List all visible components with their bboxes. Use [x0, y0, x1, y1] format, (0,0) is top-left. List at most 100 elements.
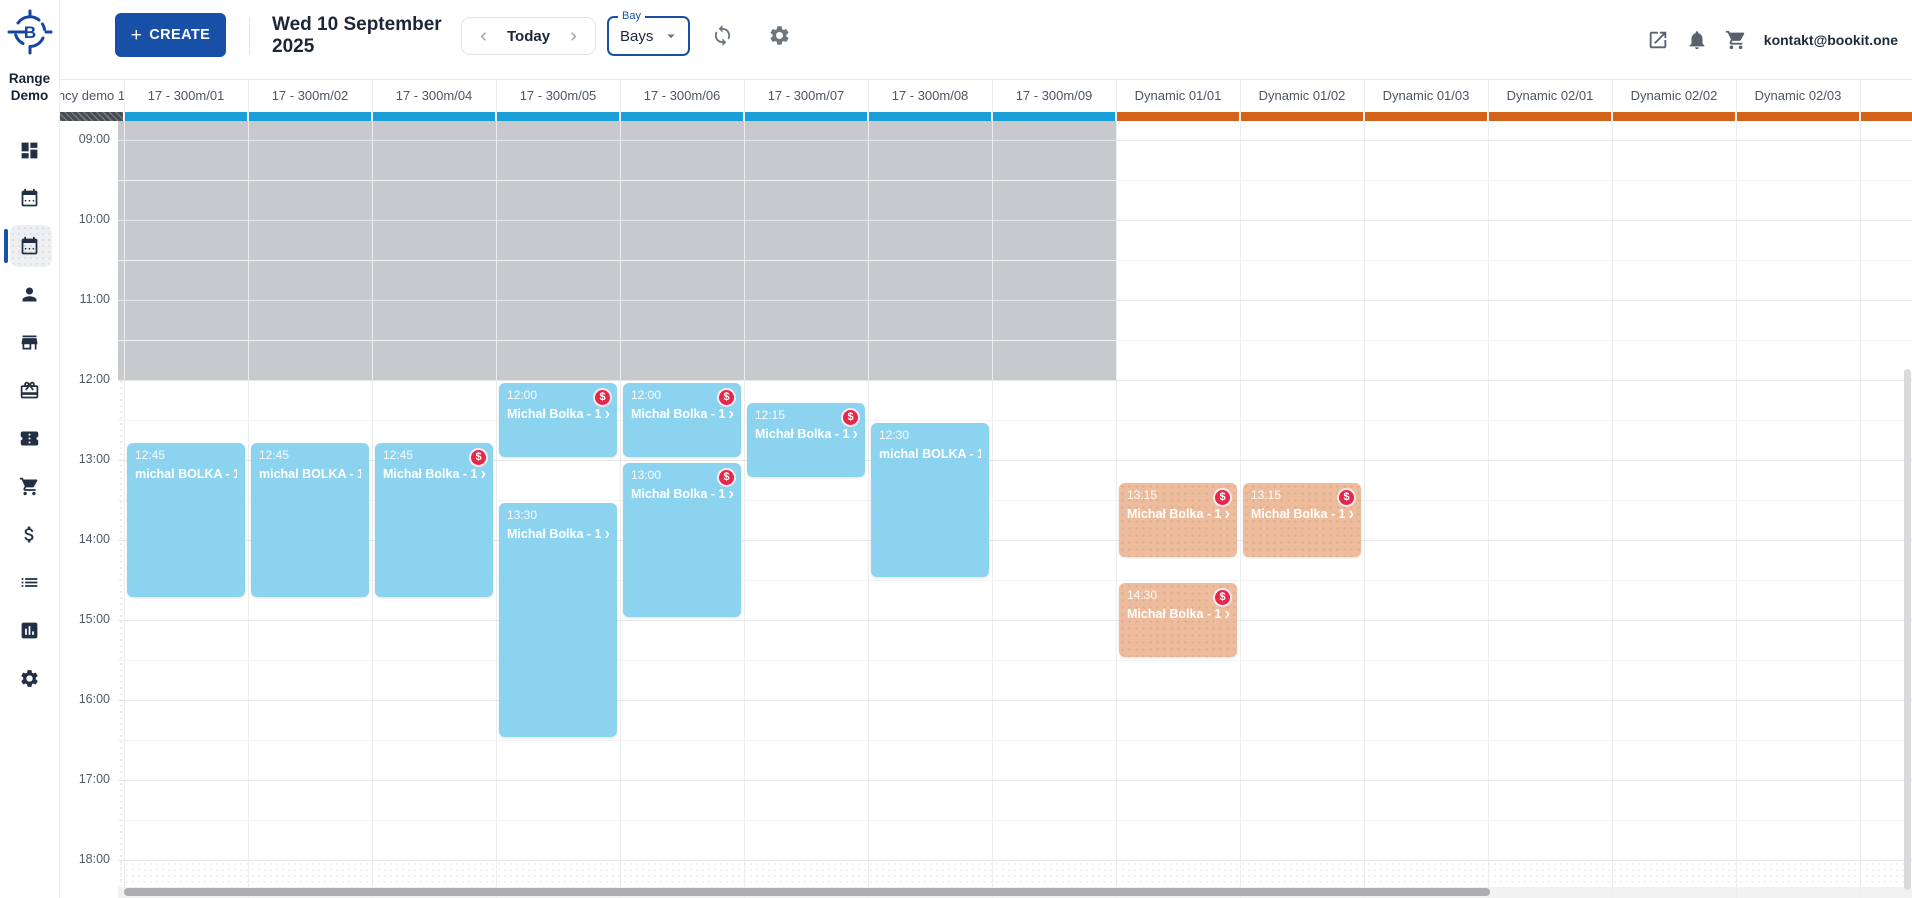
event-card[interactable]: 12:45 michal BOLKA - 1 …: [251, 443, 369, 597]
column-header: 17 - 300m/07: [767, 88, 845, 103]
sidebar-item-dollar[interactable]: [0, 510, 59, 558]
sidebar-item-person[interactable]: [0, 270, 59, 318]
column-status-bar: [1117, 112, 1239, 121]
hour-line: [118, 220, 1912, 221]
event-card[interactable]: 14:30 Michał Bolka - 1 x …$: [1119, 583, 1237, 657]
svg-text:B: B: [24, 23, 36, 42]
event-card[interactable]: 12:15 Michał Bolka - 1 x …$: [747, 403, 865, 477]
event-title: michal BOLKA - 1 …: [259, 467, 361, 481]
sidebar-item-gift-card[interactable]: [0, 366, 59, 414]
column-status-bar: [1489, 112, 1611, 121]
toolbar-divider: [249, 17, 250, 55]
open-in-new-icon[interactable]: [1647, 29, 1669, 51]
column-header: [1860, 79, 1912, 112]
event-start-time: 14:30: [1127, 588, 1158, 602]
cart-icon: [19, 476, 40, 497]
column-divider: [248, 79, 249, 898]
column-divider: [124, 79, 125, 898]
column-status-bar: [1613, 112, 1735, 121]
event-title: Michał Bolka - 1 x …: [755, 427, 857, 441]
hour-line: [118, 620, 1912, 621]
sidebar-item-settings[interactable]: [0, 654, 59, 702]
user-email[interactable]: kontakt@bookit.one: [1763, 31, 1898, 48]
column-status-bar: [497, 112, 619, 121]
sidebar-item-list[interactable]: [0, 558, 59, 606]
half-hour-line: [118, 340, 1912, 341]
event-start-time: 12:45: [259, 448, 290, 462]
event-card[interactable]: 12:00 Michał Bolka - 1 x …$: [623, 383, 741, 457]
column-header: 17 - 300m/06: [643, 88, 721, 103]
paid-badge-icon: $: [593, 388, 612, 407]
ticket-icon: [19, 428, 40, 449]
hour-line: [118, 460, 1912, 461]
column-status-bar: [621, 112, 743, 121]
sidebar-item-dashboard[interactable]: [0, 126, 59, 174]
bay-filter-select[interactable]: Bay Bays: [607, 10, 691, 56]
half-hour-line: [118, 260, 1912, 261]
event-card[interactable]: 12:00 Michał Bolka - 1 x …$: [499, 383, 617, 457]
column-divider: [372, 79, 373, 898]
event-title: Michał Bolka - 1 x …: [631, 407, 733, 421]
column-divider: [1612, 79, 1613, 898]
event-start-time: 12:45: [383, 448, 414, 462]
time-label: 16:00: [78, 692, 110, 706]
calendar-schedule-icon: [19, 236, 40, 257]
column-header: 17 - 300m/05: [519, 88, 597, 103]
column-header: 17 - 300m/04: [395, 88, 473, 103]
column-header: Dynamic 02/01: [1506, 88, 1594, 103]
paid-badge-icon: $: [1337, 488, 1356, 507]
event-card[interactable]: 13:30 Michał Bolka - 1 x …: [499, 503, 617, 737]
hour-line: [118, 540, 1912, 541]
vertical-scrollbar-thumb[interactable]: [1904, 369, 1911, 890]
paid-badge-icon: $: [1213, 488, 1232, 507]
event-card[interactable]: 12:45 Michał Bolka - 1 x …$: [375, 443, 493, 597]
settings-button[interactable]: [766, 22, 792, 48]
sidebar-item-cart[interactable]: [0, 462, 59, 510]
gift-card-icon: [19, 380, 40, 401]
sidebar: B Range Demo: [0, 0, 60, 898]
today-button[interactable]: Today: [507, 27, 551, 45]
event-card[interactable]: 12:45 michal BOLKA - 1 …: [127, 443, 245, 597]
bookit-logo-icon[interactable]: B: [6, 6, 54, 58]
column-divider: [1116, 79, 1117, 898]
time-label: 11:00: [79, 292, 110, 306]
event-card[interactable]: 12:30 michal BOLKA - 1 …: [871, 423, 989, 577]
plus-icon: +: [130, 24, 143, 46]
column-header: 17 - 300m/01: [147, 88, 225, 103]
column-header: Dynamic 01/03: [1382, 88, 1470, 103]
shopping-cart-icon[interactable]: [1725, 29, 1747, 51]
column-divider: [1736, 79, 1737, 898]
column-divider: [1364, 79, 1365, 898]
caret-down-icon: [667, 34, 676, 39]
chevron-left-icon[interactable]: [475, 28, 492, 45]
column-header: Dynamic 01/01: [1134, 88, 1222, 103]
column-divider: [992, 79, 993, 898]
event-start-time: 12:30: [879, 428, 910, 442]
chevron-right-icon[interactable]: [565, 28, 582, 45]
event-title: michal BOLKA - 1 …: [135, 467, 237, 481]
time-label: 09:00: [78, 132, 110, 146]
half-hour-line: [118, 580, 1912, 581]
event-card[interactable]: 13:15 Michał Bolka - 1 x …$: [1119, 483, 1237, 557]
date-nav: Today: [461, 17, 597, 55]
hour-line: [118, 700, 1912, 701]
sidebar-item-bar-chart[interactable]: [0, 606, 59, 654]
hour-line: [118, 140, 1912, 141]
demo-column-texture: [118, 121, 124, 886]
event-card[interactable]: 13:00 Michał Bolka - 1 x …$: [623, 463, 741, 617]
sidebar-item-calendar[interactable]: [0, 174, 59, 222]
paid-badge-icon: $: [717, 388, 736, 407]
horizontal-scrollbar-thumb[interactable]: [124, 888, 1490, 896]
sidebar-item-calendar-schedule[interactable]: [0, 222, 59, 270]
column-status-bar: [993, 112, 1115, 121]
time-label: 13:00: [78, 452, 110, 466]
sidebar-item-ticket[interactable]: [0, 414, 59, 462]
sidebar-item-store[interactable]: [0, 318, 59, 366]
hour-line: [118, 860, 1912, 861]
create-button[interactable]: + CREATE: [115, 13, 226, 57]
paid-badge-icon: $: [1213, 588, 1232, 607]
event-card[interactable]: 13:15 Michał Bolka - 1 x …$: [1243, 483, 1361, 557]
column-status-bar: [869, 112, 991, 121]
notifications-bell-icon[interactable]: [1686, 29, 1708, 51]
refresh-button[interactable]: [709, 22, 735, 48]
